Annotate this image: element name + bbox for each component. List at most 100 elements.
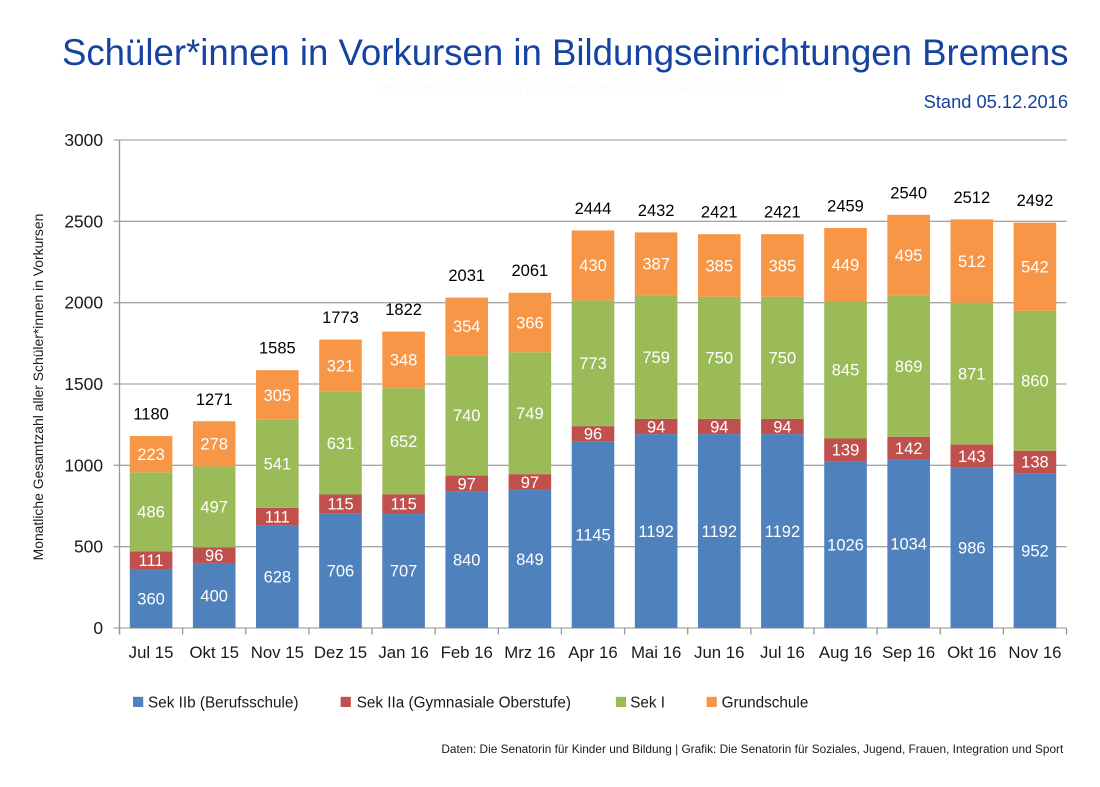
svg-text:Sep 16: Sep 16 bbox=[882, 643, 935, 662]
svg-text:2061: 2061 bbox=[512, 262, 549, 280]
svg-text:Stand 05.12.2016: Stand 05.12.2016 bbox=[924, 91, 1068, 112]
svg-text:860: 860 bbox=[1021, 373, 1049, 391]
svg-text:707: 707 bbox=[390, 562, 418, 580]
svg-text:1192: 1192 bbox=[638, 523, 673, 541]
svg-text:2500: 2500 bbox=[64, 211, 103, 231]
svg-text:2444: 2444 bbox=[575, 200, 612, 218]
svg-text:986: 986 bbox=[958, 540, 986, 558]
svg-text:354: 354 bbox=[453, 318, 481, 336]
svg-text:96: 96 bbox=[205, 547, 223, 565]
svg-text:97: 97 bbox=[458, 475, 476, 493]
svg-text:Monatliche Gesamtzahl aller Sc: Monatliche Gesamtzahl aller Schüler*inne… bbox=[377, 81, 784, 97]
svg-text:2432: 2432 bbox=[638, 202, 675, 220]
svg-text:2540: 2540 bbox=[890, 184, 927, 202]
svg-text:1773: 1773 bbox=[322, 309, 359, 327]
svg-text:750: 750 bbox=[769, 350, 797, 368]
svg-text:Okt 15: Okt 15 bbox=[189, 643, 238, 662]
svg-text:139: 139 bbox=[832, 442, 860, 460]
svg-text:849: 849 bbox=[516, 551, 544, 569]
svg-text:495: 495 bbox=[895, 247, 923, 265]
svg-text:652: 652 bbox=[390, 433, 418, 451]
svg-text:305: 305 bbox=[264, 387, 292, 405]
svg-text:Okt 16: Okt 16 bbox=[947, 643, 996, 662]
svg-text:631: 631 bbox=[327, 435, 355, 453]
svg-text:94: 94 bbox=[773, 418, 791, 436]
svg-text:0: 0 bbox=[93, 618, 103, 638]
svg-text:385: 385 bbox=[706, 257, 734, 275]
svg-text:Nov 15: Nov 15 bbox=[251, 643, 304, 662]
svg-text:Mrz 16: Mrz 16 bbox=[504, 643, 555, 662]
svg-text:115: 115 bbox=[390, 495, 416, 513]
svg-text:Jul 16: Jul 16 bbox=[760, 643, 805, 662]
svg-text:1000: 1000 bbox=[64, 455, 103, 475]
svg-text:2031: 2031 bbox=[448, 267, 485, 285]
svg-text:497: 497 bbox=[200, 499, 228, 517]
svg-text:773: 773 bbox=[579, 355, 607, 373]
svg-text:278: 278 bbox=[200, 436, 228, 454]
svg-text:430: 430 bbox=[579, 257, 607, 275]
svg-text:2492: 2492 bbox=[1017, 192, 1054, 210]
svg-text:Dez 15: Dez 15 bbox=[314, 643, 367, 662]
svg-text:1180: 1180 bbox=[133, 406, 168, 424]
svg-text:Feb 16: Feb 16 bbox=[441, 643, 493, 662]
svg-text:759: 759 bbox=[642, 349, 670, 367]
svg-text:1034: 1034 bbox=[890, 536, 927, 554]
svg-text:400: 400 bbox=[200, 587, 228, 605]
svg-text:360: 360 bbox=[137, 591, 165, 609]
svg-text:845: 845 bbox=[832, 362, 860, 380]
svg-text:Sek I: Sek I bbox=[630, 695, 665, 712]
svg-text:143: 143 bbox=[958, 448, 986, 466]
svg-text:1145: 1145 bbox=[575, 527, 610, 545]
svg-text:111: 111 bbox=[139, 552, 164, 570]
svg-text:740: 740 bbox=[453, 407, 481, 425]
svg-text:512: 512 bbox=[958, 253, 986, 271]
svg-text:111: 111 bbox=[265, 509, 290, 527]
svg-text:Jan 16: Jan 16 bbox=[378, 643, 428, 662]
svg-text:750: 750 bbox=[706, 350, 734, 368]
svg-text:3000: 3000 bbox=[64, 130, 103, 150]
svg-text:541: 541 bbox=[264, 456, 292, 474]
svg-text:1271: 1271 bbox=[196, 391, 233, 409]
svg-text:321: 321 bbox=[327, 358, 355, 376]
svg-text:94: 94 bbox=[710, 418, 728, 436]
svg-text:542: 542 bbox=[1021, 259, 1049, 277]
svg-text:952: 952 bbox=[1021, 542, 1049, 560]
svg-text:Monatliche Gesamtzahl aller Sc: Monatliche Gesamtzahl aller Schüler*inne… bbox=[30, 214, 46, 561]
svg-text:94: 94 bbox=[647, 418, 665, 436]
svg-text:500: 500 bbox=[74, 537, 103, 557]
svg-text:2000: 2000 bbox=[64, 293, 103, 313]
svg-text:385: 385 bbox=[769, 257, 797, 275]
svg-text:Sek IIa (Gymnasiale Oberstufe): Sek IIa (Gymnasiale Oberstufe) bbox=[357, 695, 571, 712]
svg-text:1192: 1192 bbox=[702, 523, 737, 541]
svg-text:115: 115 bbox=[327, 496, 353, 514]
svg-text:Apr 16: Apr 16 bbox=[568, 643, 617, 662]
svg-text:706: 706 bbox=[327, 562, 355, 580]
svg-text:871: 871 bbox=[958, 365, 986, 383]
svg-text:97: 97 bbox=[521, 474, 539, 492]
svg-text:Jul 15: Jul 15 bbox=[129, 643, 174, 662]
svg-text:869: 869 bbox=[895, 358, 923, 376]
svg-text:1192: 1192 bbox=[765, 523, 800, 541]
svg-text:348: 348 bbox=[390, 352, 418, 370]
svg-text:142: 142 bbox=[895, 440, 923, 458]
svg-text:2459: 2459 bbox=[827, 198, 864, 216]
svg-text:2421: 2421 bbox=[764, 204, 801, 222]
svg-text:Jun 16: Jun 16 bbox=[694, 643, 744, 662]
svg-text:1585: 1585 bbox=[259, 340, 296, 358]
svg-text:628: 628 bbox=[264, 569, 292, 587]
svg-text:Grundschule: Grundschule bbox=[722, 695, 809, 712]
svg-text:Sek IIb (Berufsschule): Sek IIb (Berufsschule) bbox=[148, 695, 298, 712]
svg-text:749: 749 bbox=[516, 405, 544, 423]
svg-text:2512: 2512 bbox=[953, 189, 990, 207]
svg-text:Nov 16: Nov 16 bbox=[1008, 643, 1061, 662]
svg-text:1500: 1500 bbox=[64, 374, 103, 394]
svg-text:1822: 1822 bbox=[385, 301, 422, 319]
svg-text:1026: 1026 bbox=[827, 536, 864, 554]
svg-text:387: 387 bbox=[642, 256, 670, 274]
svg-text:486: 486 bbox=[137, 504, 165, 522]
svg-text:138: 138 bbox=[1021, 454, 1049, 472]
svg-text:Mai 16: Mai 16 bbox=[631, 643, 681, 662]
svg-text:96: 96 bbox=[584, 426, 602, 444]
svg-text:223: 223 bbox=[137, 446, 165, 464]
svg-text:Daten: Die Senatorin für Kinde: Daten: Die Senatorin für Kinder und Bild… bbox=[441, 742, 1064, 756]
